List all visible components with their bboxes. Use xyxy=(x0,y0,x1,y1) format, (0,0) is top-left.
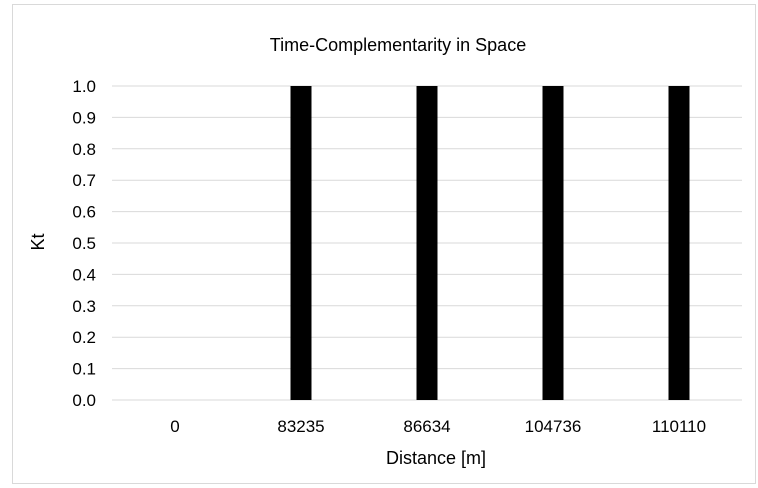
x-tick-label: 104736 xyxy=(525,417,582,436)
x-tick-label: 110110 xyxy=(652,417,706,436)
x-tick-label: 0 xyxy=(170,417,179,436)
y-tick-label: 0.1 xyxy=(72,360,96,379)
y-tick-label: 0.0 xyxy=(72,391,96,410)
y-tick-label: 0.8 xyxy=(72,140,96,159)
y-tick-label: 0.7 xyxy=(72,171,96,190)
x-axis-label: Distance [m] xyxy=(386,448,486,468)
y-tick-labels: 0.0 0.1 0.2 0.3 0.4 0.5 0.6 0.7 0.8 0.9 1.0 xyxy=(72,77,96,410)
x-tick-labels: 0 83235 86634 104736 110110 xyxy=(170,417,706,436)
bar xyxy=(416,86,438,400)
y-tick-label: 0.9 xyxy=(72,108,96,127)
y-axis-label: Kt xyxy=(28,233,48,250)
y-tick-label: 0.5 xyxy=(72,234,96,253)
y-tick-label: 0.6 xyxy=(72,203,96,222)
bars xyxy=(290,86,690,400)
y-tick-label: 0.4 xyxy=(72,265,96,284)
bar xyxy=(668,86,690,400)
bar xyxy=(290,86,312,400)
y-tick-label: 0.3 xyxy=(72,297,96,316)
y-tick-label: 0.2 xyxy=(72,328,96,347)
chart-title: Time-Complementarity in Space xyxy=(270,35,526,55)
bar xyxy=(542,86,564,400)
x-tick-label: 86634 xyxy=(403,417,450,436)
chart-frame xyxy=(12,4,756,484)
y-tick-label: 1.0 xyxy=(72,77,96,96)
x-tick-label: 83235 xyxy=(277,417,324,436)
